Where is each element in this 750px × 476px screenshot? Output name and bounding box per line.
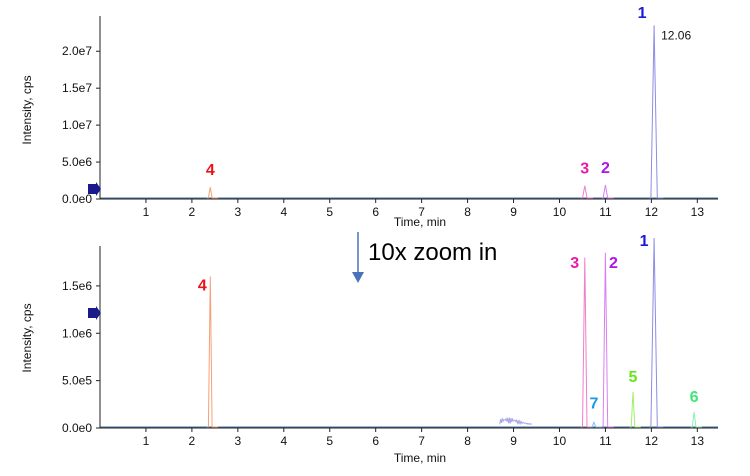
y-tick-label: 1.0e7 xyxy=(62,118,92,132)
top-baseline-arrow-icon xyxy=(88,182,101,196)
top-y-ticks: 0.0e0 5.0e6 1.0e7 1.5e7 2.0e7 xyxy=(62,44,100,206)
bottom-x-ticks: 1 2 3 4 5 6 7 8 9 10 11 12 13 xyxy=(143,428,705,448)
bottom-y-ticks: 0.0e0 5.0e5 1.0e6 1.5e6 xyxy=(62,279,100,435)
peak-4-trace xyxy=(206,187,219,200)
peak-5-label: 5 xyxy=(629,369,638,386)
top-x-axis-title: Time, min xyxy=(394,215,446,229)
x-tick-label: 11 xyxy=(599,205,612,219)
noise-cluster-trace xyxy=(499,416,533,426)
x-tick-label: 3 xyxy=(235,205,242,219)
x-tick-label: 2 xyxy=(189,205,196,219)
top-y-axis-title: Intensity, cps xyxy=(20,75,34,144)
peak-3-trace xyxy=(580,185,593,200)
peak-2-label: 2 xyxy=(609,255,618,272)
top-peak-labels: 1 23 4 12.06 xyxy=(206,5,692,179)
x-tick-label: 1 xyxy=(143,434,150,448)
peak-5-trace xyxy=(628,391,641,429)
peak-1-trace xyxy=(648,237,664,429)
zoom-text: 10x zoom in xyxy=(368,239,497,266)
peak-1-label: 1 xyxy=(640,233,649,250)
x-tick-label: 10 xyxy=(553,434,567,448)
peak-6-trace xyxy=(690,411,702,429)
x-tick-label: 12 xyxy=(645,434,659,448)
x-tick-label: 9 xyxy=(510,205,517,219)
top-series-traces xyxy=(100,25,718,200)
peak-7-label: 7 xyxy=(589,395,598,412)
x-tick-label: 12 xyxy=(645,205,659,219)
x-tick-label: 5 xyxy=(326,434,333,448)
bottom-level-arrow-icon xyxy=(88,306,101,320)
bottom-x-axis-title: Time, min xyxy=(394,451,446,465)
peak-1-trace xyxy=(648,25,664,200)
top-x-ticks: 1 2 3 4 5 6 7 8 9 10 11 12 13 xyxy=(143,199,705,219)
peak-2-label: 2 xyxy=(601,160,610,177)
x-tick-label: 13 xyxy=(691,434,705,448)
peak-3-label: 3 xyxy=(580,161,589,178)
x-tick-label: 4 xyxy=(280,434,287,448)
x-tick-label: 1 xyxy=(143,205,150,219)
peak-7-trace xyxy=(589,420,602,429)
x-tick-label: 7 xyxy=(418,205,425,219)
peak-3-trace xyxy=(580,257,593,429)
x-tick-label: 2 xyxy=(189,434,196,448)
bottom-y-axis-title: Intensity, cps xyxy=(20,303,34,372)
x-tick-label: 7 xyxy=(418,434,425,448)
peak-4-trace xyxy=(206,276,219,429)
x-tick-label: 3 xyxy=(235,434,242,448)
x-tick-label: 9 xyxy=(510,434,517,448)
y-tick-label: 2.0e7 xyxy=(62,44,92,58)
y-tick-label: 1.5e7 xyxy=(62,81,92,95)
peak-2-trace xyxy=(600,252,614,429)
y-tick-label: 1.0e6 xyxy=(62,326,92,340)
apex-time-label: 12.06 xyxy=(661,28,691,42)
x-tick-label: 4 xyxy=(280,205,287,219)
x-tick-label: 10 xyxy=(553,205,567,219)
y-tick-label: 1.5e6 xyxy=(62,279,92,293)
y-tick-label: 0.0e0 xyxy=(62,421,92,435)
x-tick-label: 13 xyxy=(691,205,705,219)
peak-6-label: 6 xyxy=(690,389,699,406)
x-tick-label: 6 xyxy=(372,205,379,219)
zoom-annotation: 10x zoom in xyxy=(352,232,497,283)
peak-1-label: 1 xyxy=(638,5,647,22)
x-tick-label: 5 xyxy=(326,205,333,219)
y-tick-label: 0.0e0 xyxy=(62,192,92,206)
peak-3-label: 3 xyxy=(570,255,579,272)
x-tick-label: 11 xyxy=(599,434,612,448)
x-tick-label: 8 xyxy=(464,205,471,219)
peak-4-label: 4 xyxy=(206,162,215,179)
peak-2-trace xyxy=(600,184,614,200)
zoom-arrow-down-icon xyxy=(352,272,364,283)
peak-4-label: 4 xyxy=(198,277,207,294)
bottom-series-traces xyxy=(100,237,718,429)
x-tick-label: 8 xyxy=(464,434,471,448)
bottom-peak-labels: 1 2 3 4 5 6 7 xyxy=(198,233,699,412)
x-tick-label: 6 xyxy=(372,434,379,448)
y-tick-label: 5.0e6 xyxy=(62,155,92,169)
y-tick-label: 5.0e5 xyxy=(62,374,92,388)
